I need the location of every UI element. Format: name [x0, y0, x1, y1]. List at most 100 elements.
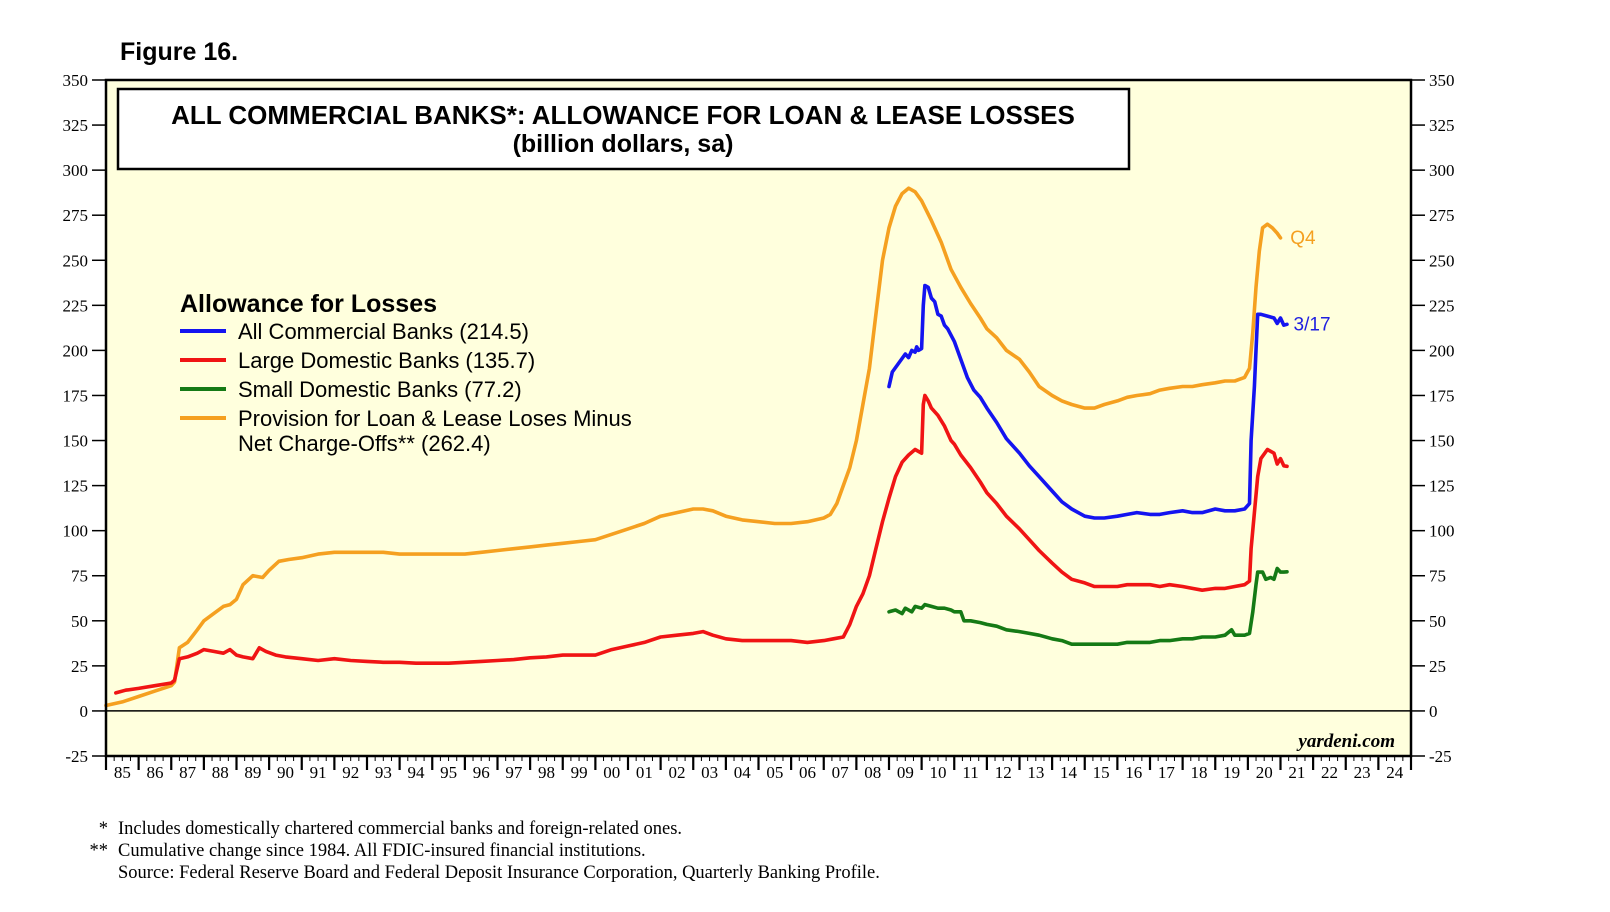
- x-tick-label: 06: [799, 763, 816, 782]
- x-tick-label: 89: [244, 763, 261, 782]
- x-tick-label: 94: [407, 763, 425, 782]
- y-tick-label-right: 25: [1429, 657, 1446, 676]
- x-tick-label: 15: [1093, 763, 1110, 782]
- y-tick-label-right: 250: [1429, 251, 1455, 270]
- y-tick-label-right: 75: [1429, 567, 1446, 586]
- legend-title: Allowance for Losses: [180, 290, 437, 318]
- x-tick-label: 00: [603, 763, 620, 782]
- y-tick-label-left: 175: [63, 386, 89, 405]
- footnote-row: ** Cumulative change since 1984. All FDI…: [70, 840, 880, 862]
- legend-item-provision-line2: Net Charge-Offs** (262.4): [238, 431, 491, 456]
- x-tick-label: 85: [114, 763, 131, 782]
- y-tick-label-right: 175: [1429, 386, 1455, 405]
- x-tick-label: 24: [1386, 763, 1404, 782]
- title-box: [116, 87, 1131, 171]
- x-tick-label: 99: [571, 763, 588, 782]
- x-tick-label: 23: [1354, 763, 1371, 782]
- series-large-domestic: [114, 393, 1289, 695]
- source-text: Source: Federal Reserve Board and Federa…: [118, 863, 880, 883]
- x-tick-label: 05: [766, 763, 783, 782]
- x-tick-label: 92: [342, 763, 359, 782]
- legend-item-all-commercial: All Commercial Banks (214.5): [238, 319, 529, 344]
- x-tick-label: 91: [310, 763, 327, 782]
- x-tick-label: 18: [1190, 763, 1207, 782]
- footnote-text: Includes domestically chartered commerci…: [118, 819, 683, 839]
- x-tick-label: 98: [538, 763, 555, 782]
- x-tick-label: 10: [929, 763, 946, 782]
- x-tick-label: 90: [277, 763, 294, 782]
- x-tick-label: 21: [1288, 763, 1305, 782]
- y-tick-label-left: 275: [63, 206, 89, 225]
- x-tick-label: 02: [668, 763, 685, 782]
- x-tick-label: 17: [1158, 763, 1176, 782]
- x-tick-label: 08: [864, 763, 881, 782]
- y-tick-label-left: 250: [63, 251, 89, 270]
- x-tick-label: 96: [473, 763, 490, 782]
- figure-label: Figure 16.: [120, 38, 239, 66]
- x-tick-label: 01: [636, 763, 653, 782]
- y-tick-label-right: 0: [1429, 702, 1438, 721]
- y-tick-label-left: 200: [63, 341, 89, 360]
- chart-subtitle: (billion dollars, sa): [513, 130, 734, 158]
- y-tick-label-right: -25: [1429, 747, 1452, 766]
- y-tick-label-right: 300: [1429, 161, 1455, 180]
- y-tick-label-right: 125: [1429, 477, 1455, 496]
- x-tick-label: 03: [701, 763, 718, 782]
- footnote-mark: **: [89, 841, 109, 861]
- y-tick-label-right: 200: [1429, 341, 1455, 360]
- annotation-3-17: 3/17: [1294, 314, 1331, 335]
- y-tick-label-left: 25: [71, 657, 88, 676]
- x-tick-label: 88: [212, 763, 229, 782]
- footnote-row: * Includes domestically chartered commer…: [70, 818, 880, 840]
- legend-item-large-domestic: Large Domestic Banks (135.7): [238, 348, 535, 373]
- footnote-mark: [70, 862, 118, 884]
- y-tick-label-left: 75: [71, 567, 88, 586]
- y-tick-label-left: -25: [65, 747, 88, 766]
- y-tick-label-left: 150: [63, 432, 89, 451]
- y-tick-label-left: 0: [80, 702, 89, 721]
- x-tick-label: 04: [734, 763, 752, 782]
- y-tick-label-left: 300: [63, 161, 89, 180]
- x-tick-label: 13: [1027, 763, 1044, 782]
- footnote-mark: *: [98, 819, 108, 839]
- y-tick-label-right: 50: [1429, 612, 1446, 631]
- legend: Allowance for Losses All Commercial Bank…: [180, 290, 632, 456]
- x-tick-label: 19: [1223, 763, 1240, 782]
- series-provision: [104, 186, 1283, 708]
- x-tick-label: 07: [832, 763, 850, 782]
- y-tick-label-right: 225: [1429, 296, 1455, 315]
- legend-item-small-domestic: Small Domestic Banks (77.2): [238, 377, 522, 402]
- y-tick-label-right: 275: [1429, 206, 1455, 225]
- y-tick-label-right: 150: [1429, 432, 1455, 451]
- x-tick-label: 93: [375, 763, 392, 782]
- x-tick-label: 12: [995, 763, 1012, 782]
- y-tick-label-right: 350: [1429, 71, 1455, 90]
- y-tick-label-left: 125: [63, 477, 89, 496]
- x-tick-label: 11: [962, 763, 978, 782]
- x-tick-label: 14: [1060, 763, 1078, 782]
- series-small-domestic: [887, 566, 1289, 646]
- x-tick-label: 97: [505, 763, 523, 782]
- x-tick-label: 95: [440, 763, 457, 782]
- footnotes: * Includes domestically chartered commer…: [70, 818, 880, 884]
- plot-background: [106, 80, 1411, 756]
- y-tick-label-left: 50: [71, 612, 88, 631]
- y-tick-label-right: 100: [1429, 522, 1455, 541]
- x-tick-label: 20: [1256, 763, 1273, 782]
- x-tick-label: 86: [146, 763, 163, 782]
- x-tick-label: 22: [1321, 763, 1338, 782]
- y-tick-label-left: 100: [63, 522, 89, 541]
- annotation-q4: Q4: [1290, 228, 1316, 249]
- footnote-text: Cumulative change since 1984. All FDIC-i…: [118, 841, 646, 861]
- y-tick-label-left: 325: [63, 116, 89, 135]
- chart-title: ALL COMMERCIAL BANKS*: ALLOWANCE FOR LOA…: [171, 100, 1075, 130]
- x-tick-label: 16: [1125, 763, 1142, 782]
- y-tick-label-left: 225: [63, 296, 89, 315]
- y-tick-label-left: 350: [63, 71, 89, 90]
- x-tick-label: 87: [179, 763, 197, 782]
- x-tick-label: 09: [897, 763, 914, 782]
- legend-item-provision-line1: Provision for Loan & Lease Loses Minus: [238, 406, 632, 431]
- series-all-commercial: [887, 283, 1289, 520]
- footnote-row: Source: Federal Reserve Board and Federa…: [70, 862, 880, 884]
